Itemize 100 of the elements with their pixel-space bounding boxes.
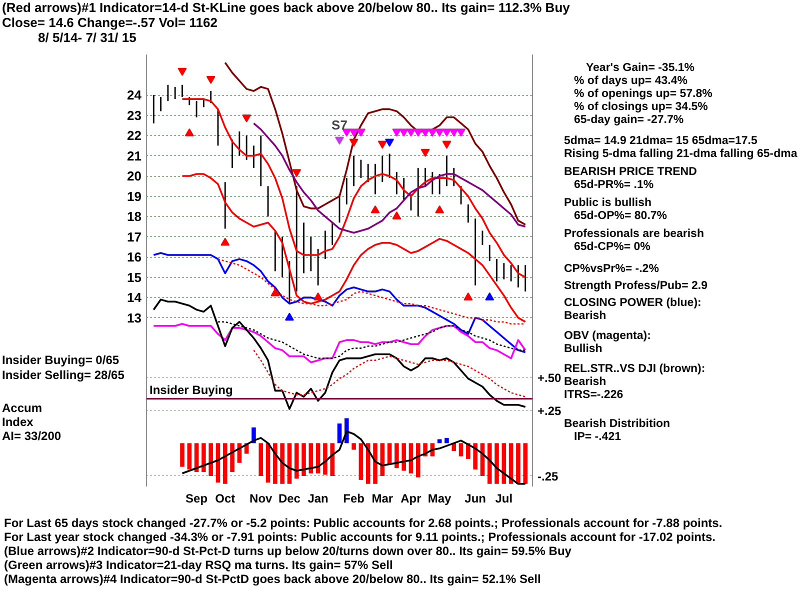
chart-title: (Red arrows)#1 Indicator=14-d St-KLine goes back above 20/below 80.. Its gain= 112.3% Buy xyxy=(2,0,570,15)
point xyxy=(435,128,444,137)
bar xyxy=(222,443,228,484)
text: Accum xyxy=(2,401,42,416)
bar xyxy=(437,439,442,444)
x-tick-label: Feb xyxy=(343,492,364,506)
y-tick-label: 17 xyxy=(127,229,142,244)
text: % of closings up= 34.5% xyxy=(574,101,709,114)
y-tick-label: 14 xyxy=(127,290,142,306)
text: REL.STR..VS DJI (brown): xyxy=(564,363,706,376)
point xyxy=(242,114,252,122)
x-tick-label: Nov xyxy=(250,492,273,506)
point xyxy=(178,68,187,76)
text: (Green arrows)#3 Indicator=21-day RSQ ma turns. Its gain= 57% Sell xyxy=(4,558,394,572)
point xyxy=(442,128,452,137)
point xyxy=(392,211,402,220)
point xyxy=(414,128,423,137)
y2-tick-label: +.50 xyxy=(538,371,562,386)
text: ITRS=-.226 xyxy=(564,389,624,402)
x-tick-label: Oct xyxy=(215,492,236,506)
bar xyxy=(280,443,284,484)
bar xyxy=(458,443,464,456)
point xyxy=(420,148,430,157)
text: Bullish xyxy=(564,343,604,356)
point xyxy=(349,138,358,147)
point xyxy=(449,128,458,137)
line-series xyxy=(253,350,526,398)
text: BEARISH PRICE TREND xyxy=(564,166,698,179)
text: CLOSING POWER (blue): xyxy=(564,297,702,310)
bar xyxy=(208,443,213,476)
text: 5dma= 14.9 21dma= 15 65dma=17.5 xyxy=(564,135,758,148)
bar xyxy=(352,443,356,450)
text: AI= 33/200 xyxy=(2,429,62,444)
point xyxy=(220,238,230,246)
ref-line-label: Insider Buying xyxy=(150,382,233,397)
x-tick-label: May xyxy=(428,492,452,506)
point xyxy=(356,128,366,137)
point xyxy=(370,205,380,214)
point xyxy=(392,128,402,137)
y-tick-label: 15 xyxy=(127,270,142,285)
series-label: S7 xyxy=(332,118,348,133)
text: Professionals are bearish xyxy=(564,228,705,241)
text: Strength Profess/Pub= 2.9 xyxy=(564,280,708,293)
bar xyxy=(444,438,449,444)
x-tick-label: Dec xyxy=(278,492,301,506)
bar xyxy=(294,443,299,479)
point xyxy=(292,169,302,178)
point xyxy=(435,205,444,214)
text: 65-day gain= -27.7% xyxy=(574,114,685,127)
text: OBV (magenta): xyxy=(564,330,652,343)
text: Index xyxy=(2,415,34,430)
point xyxy=(206,76,216,84)
bar xyxy=(402,443,406,471)
text: % of days up= 43.4% xyxy=(574,75,688,88)
point xyxy=(442,140,452,149)
text: Bearish Distribition xyxy=(564,418,672,431)
point xyxy=(284,312,294,321)
bar xyxy=(302,443,306,476)
text: Year's Gain= -35.1% xyxy=(586,62,696,75)
line-series xyxy=(224,62,526,226)
y-tick-label: 20 xyxy=(127,168,142,184)
text: 65d-PR%= .1% xyxy=(574,179,655,192)
point xyxy=(399,128,408,137)
point xyxy=(420,128,430,137)
point xyxy=(485,292,494,300)
point xyxy=(314,292,323,300)
bar xyxy=(487,443,492,484)
bar xyxy=(416,443,420,478)
text: Insider Selling= 28/65 xyxy=(2,368,124,382)
bar xyxy=(516,443,520,484)
y-tick-label: 24 xyxy=(127,88,142,103)
bar xyxy=(523,443,528,484)
y2-tick-label: -.25 xyxy=(538,469,559,484)
point xyxy=(349,128,358,137)
y-tick-label: 23 xyxy=(127,108,142,123)
chart-subtitle: Close= 14.6 Change=-.57 Vol= 1162 xyxy=(2,15,218,30)
line-series xyxy=(152,322,526,364)
point xyxy=(428,128,437,137)
bar xyxy=(330,443,334,476)
line-series xyxy=(181,98,526,278)
bar xyxy=(258,443,264,476)
point xyxy=(385,138,394,147)
x-tick-label: Sep xyxy=(186,492,208,506)
bar xyxy=(358,443,364,480)
text: Bearish xyxy=(564,310,608,323)
bar xyxy=(337,423,342,444)
bar xyxy=(180,443,184,467)
line-series xyxy=(181,430,526,485)
text: CP%vsPr%= -.2% xyxy=(564,263,660,276)
bar xyxy=(473,443,478,470)
y-tick-label: 22 xyxy=(127,128,142,144)
point xyxy=(270,288,280,296)
text: For Last 65 days stock changed -27.7% or -5.2 points: Public accounts for 2.68 points.; Professionals account for -7.88 points. xyxy=(4,516,722,530)
x-tick-label: Apr xyxy=(400,492,422,506)
x-tick-label: Jun xyxy=(464,492,486,506)
x-tick-label: Mar xyxy=(372,492,394,506)
bar xyxy=(202,443,206,472)
y-tick-label: 21 xyxy=(127,148,142,164)
point xyxy=(464,292,473,300)
bar xyxy=(323,443,328,475)
